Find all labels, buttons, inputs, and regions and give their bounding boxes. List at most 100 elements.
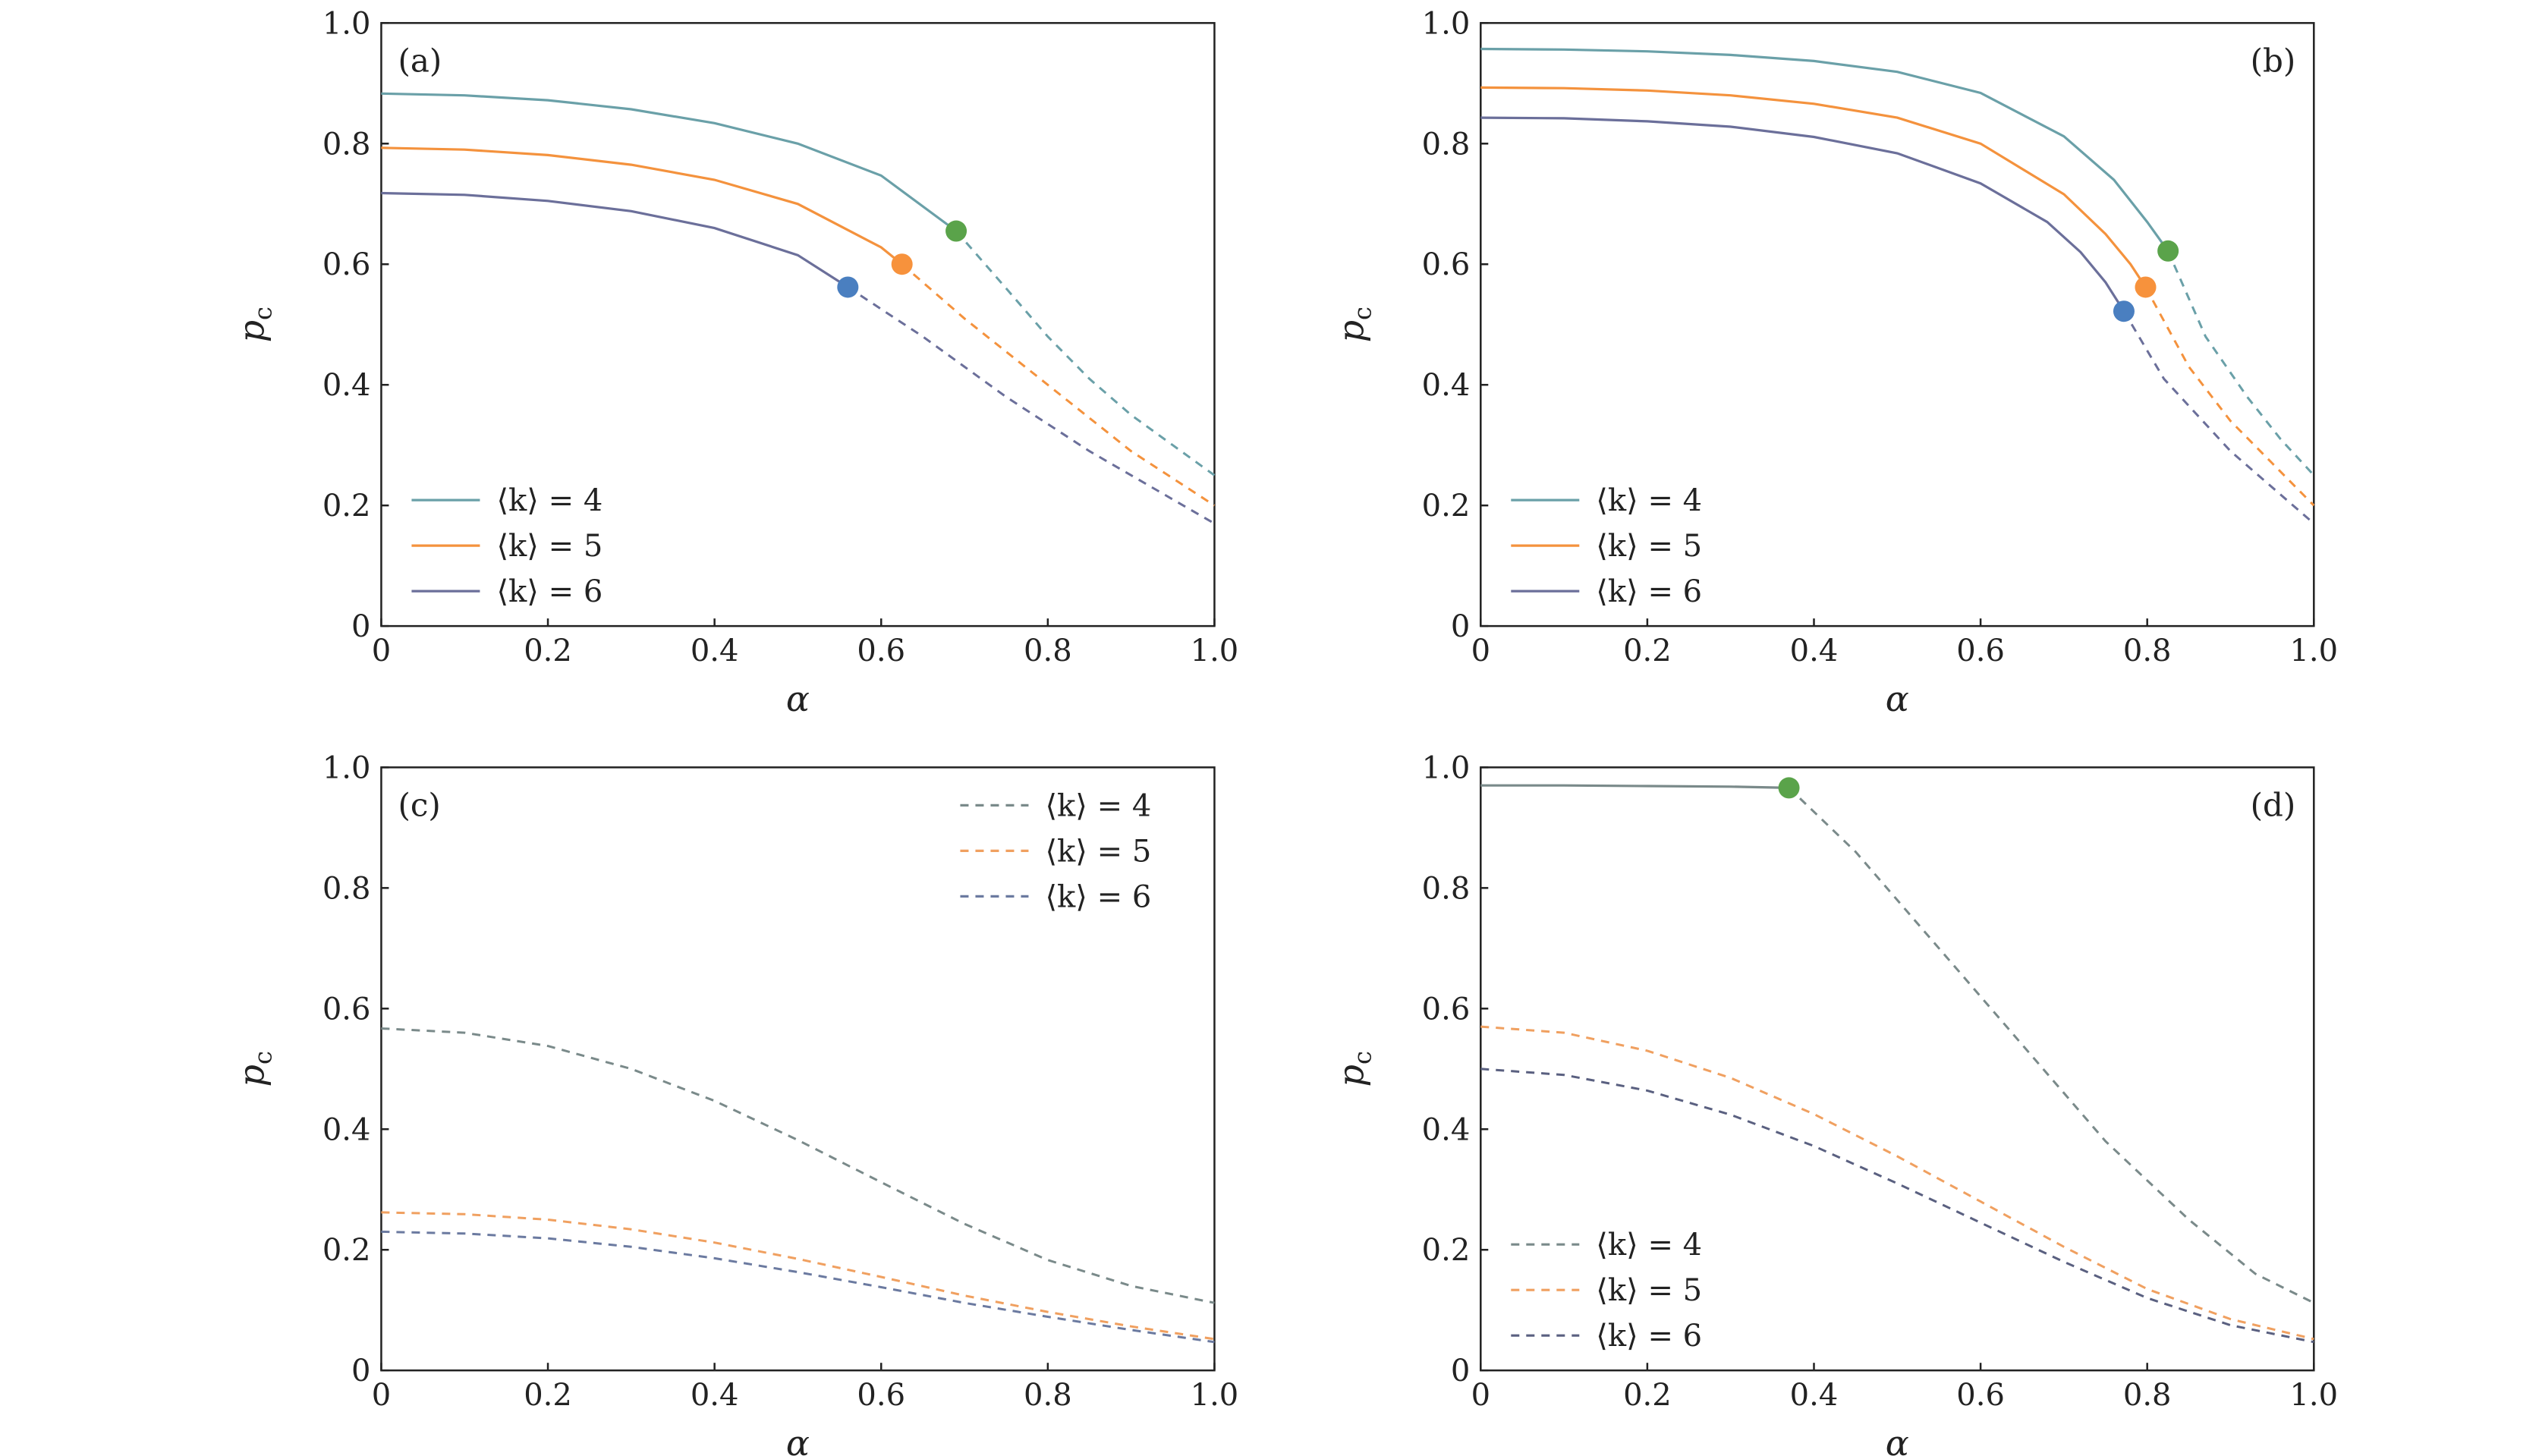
legend-entry: ⟨k⟩ = 6	[1596, 574, 1702, 609]
series-k6	[381, 191, 1216, 525]
panel-label: (c)	[398, 786, 440, 823]
y-tick-label: 0.6	[1422, 247, 1471, 282]
chart-panel-c: 0 0.2 0.4 0.6 0.8 1.0 0 0.2 0.4 0.6 0.8 1.0 α pc (c) ⟨k…	[231, 750, 1238, 1456]
x-tick-label: 0.6	[857, 634, 905, 668]
x-tick-label: 0.8	[1024, 634, 1072, 668]
legend: ⟨k⟩ = 4 ⟨k⟩ = 5 ⟨k⟩ = 6	[1511, 1228, 1702, 1354]
x-tick-label: 0.2	[524, 1378, 572, 1413]
y-tick-label: 0.6	[1422, 992, 1471, 1027]
legend-entry: ⟨k⟩ = 5	[496, 529, 603, 564]
critical-point-marker	[1778, 777, 1800, 799]
legend-entry: ⟨k⟩ = 6	[1596, 1319, 1702, 1354]
y-axis-label-subscript: c	[248, 307, 277, 320]
panel-label: (b)	[2251, 42, 2296, 79]
y-tick-label: 0.8	[1422, 127, 1471, 162]
plot-frame	[380, 766, 1216, 1372]
y-tick-label: 0.8	[1422, 871, 1471, 906]
y-tick-label: 0.2	[1422, 1233, 1471, 1268]
legend-entry: ⟨k⟩ = 5	[1596, 529, 1702, 564]
critical-point-marker	[2113, 300, 2135, 322]
x-tick-label: 0.6	[857, 1378, 905, 1413]
y-tick-label: 0	[1451, 609, 1470, 644]
series-line-solid	[1480, 86, 2147, 288]
legend: ⟨k⟩ = 4 ⟨k⟩ = 5 ⟨k⟩ = 6	[960, 788, 1151, 914]
y-tick-label: 1.0	[322, 750, 371, 785]
panel-label: (a)	[398, 42, 442, 79]
x-tick-label: 1.0	[2289, 634, 2338, 668]
series-line-solid	[381, 146, 903, 266]
legend: ⟨k⟩ = 4 ⟨k⟩ = 5 ⟨k⟩ = 6	[1511, 483, 1702, 609]
y-axis-label: pc	[231, 307, 277, 342]
y-tick-label: 0.6	[322, 992, 371, 1027]
y-tick-label: 0	[351, 1354, 370, 1388]
x-tick-label: 0.8	[2123, 1378, 2172, 1413]
chart-panel-a: 0 0.2 0.4 0.6 0.8 1.0 0 0.2 0.4 0.6 0.8 1.0 α pc (a) ⟨k…	[231, 6, 1238, 719]
x-axis-label: α	[786, 678, 810, 719]
y-tick-label: 0.2	[322, 489, 371, 524]
y-tick-label: 0.4	[322, 368, 371, 403]
series-line-solid	[1480, 784, 1789, 789]
series-line-dashed	[1480, 1025, 2314, 1341]
y-tick-label: 0	[351, 609, 370, 644]
series-k4	[381, 92, 1216, 476]
series-line-dashed	[2122, 310, 2315, 525]
x-tick-label: 0	[372, 634, 391, 668]
series-line-dashed	[955, 230, 1216, 476]
chart-panel-d: 0 0.2 0.4 0.6 0.8 1.0 0 0.2 0.4 0.6 0.8 1.0 α pc (d) ⟨k…	[1330, 750, 2338, 1456]
x-tick-label: 0.4	[691, 634, 739, 668]
critical-point-marker	[2135, 276, 2157, 298]
x-tick-label: 0.8	[1024, 1378, 1072, 1413]
panel-label: (d)	[2251, 786, 2296, 823]
series-k5	[381, 1211, 1215, 1341]
y-tick-label: 0.4	[322, 1112, 371, 1147]
series-k6	[381, 1230, 1215, 1344]
x-tick-label: 0.6	[1956, 1378, 2005, 1413]
y-axis-label: pc	[1330, 307, 1376, 342]
y-tick-label: 0.4	[1422, 368, 1471, 403]
x-tick-label: 0.2	[1623, 634, 1672, 668]
y-axis-label-subscript: c	[1348, 1051, 1376, 1064]
series-k5	[1480, 1025, 2314, 1341]
critical-point-marker	[2157, 240, 2179, 262]
x-tick-label: 0.8	[2123, 634, 2172, 668]
plot-frame	[1480, 766, 2315, 1372]
y-tick-label: 0.2	[1422, 489, 1471, 524]
legend: ⟨k⟩ = 4 ⟨k⟩ = 5 ⟨k⟩ = 6	[411, 483, 603, 609]
plot-frame	[380, 22, 1216, 627]
y-tick-label: 1.0	[1422, 750, 1471, 785]
critical-point-marker	[945, 220, 967, 242]
y-tick-label: 0.8	[322, 127, 371, 162]
x-axis-label: α	[1886, 1423, 1909, 1456]
y-axis-label: pc	[231, 1051, 277, 1086]
x-tick-label: 0	[1471, 634, 1490, 668]
series-line-solid	[381, 92, 958, 232]
series-line-dashed	[901, 263, 1216, 507]
series-line-dashed	[2166, 250, 2315, 476]
y-tick-label: 0.2	[322, 1233, 371, 1268]
legend-entry: ⟨k⟩ = 4	[1045, 788, 1151, 823]
y-axis-label-subscript: c	[1348, 307, 1376, 320]
x-tick-label: 0.4	[1790, 1378, 1839, 1413]
legend-entry: ⟨k⟩ = 4	[1596, 1228, 1702, 1263]
y-axis-label: pc	[1330, 1051, 1376, 1086]
x-tick-label: 0	[372, 1378, 391, 1413]
legend-entry: ⟨k⟩ = 6	[496, 574, 603, 609]
series-line-solid	[381, 191, 849, 288]
y-tick-label: 1.0	[1422, 6, 1471, 41]
x-tick-label: 1.0	[2289, 1378, 2338, 1413]
series-line-dashed	[381, 1027, 1215, 1304]
series-k4	[381, 1027, 1215, 1304]
series-line-solid	[1480, 116, 2125, 313]
series-line-dashed	[847, 286, 1216, 525]
series-k5	[381, 146, 1216, 507]
series-line-solid	[1480, 47, 2169, 252]
x-tick-label: 0.4	[691, 1378, 739, 1413]
y-tick-label: 1.0	[322, 6, 371, 41]
y-axis-label-subscript: c	[248, 1051, 277, 1064]
plot-frame	[1480, 22, 2315, 627]
x-tick-label: 0.2	[1623, 1378, 1672, 1413]
x-tick-label: 0.6	[1956, 634, 2005, 668]
chart-panel-b: 0 0.2 0.4 0.6 0.8 1.0 0 0.2 0.4 0.6 0.8 1.0 α pc (b) ⟨k…	[1330, 6, 2338, 719]
y-tick-label: 0.8	[322, 871, 371, 906]
